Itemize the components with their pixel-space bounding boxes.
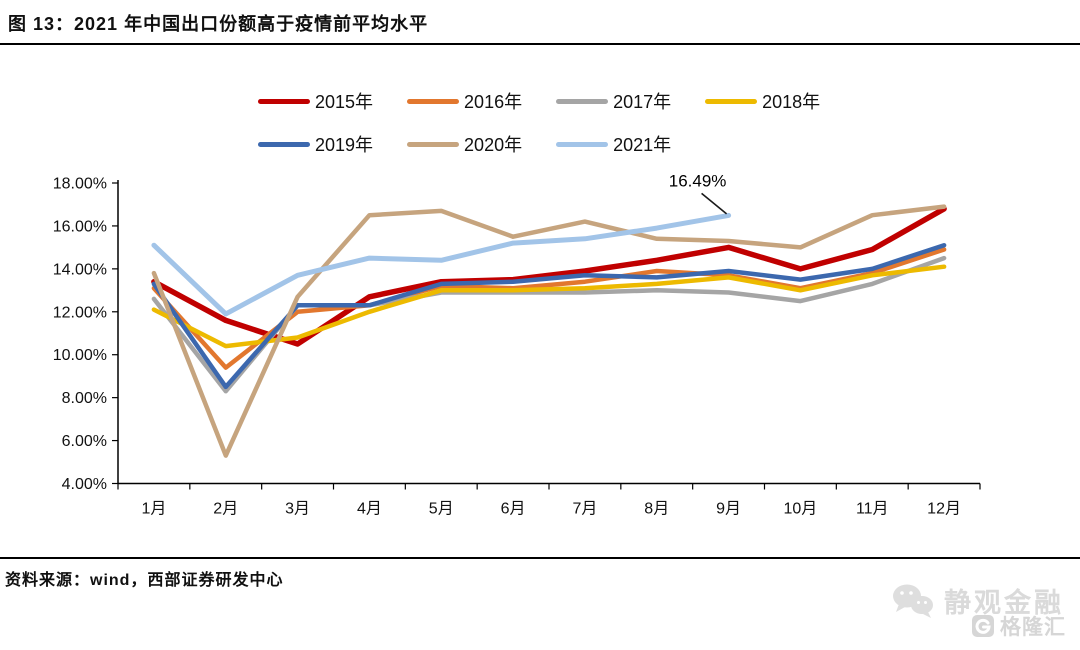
legend-label: 2017年: [613, 92, 672, 112]
watermark-wechat-text: 静观金融: [944, 588, 1064, 618]
figure-title: 图 13：2021 年中国出口份额高于疫情前平均水平: [8, 14, 429, 34]
x-tick-label: 6月: [501, 501, 526, 518]
x-tick-label: 3月: [285, 501, 310, 518]
legend-label: 2016年: [464, 92, 523, 112]
legend-item-2016年: 2016年: [407, 88, 522, 114]
legend-item-2015年: 2015年: [258, 88, 373, 114]
chart-legend: 2015年 2016年 2017年 2018年 2019年 2020年 2021年: [258, 88, 820, 174]
legend-row-1: 2015年 2016年 2017年 2018年: [258, 88, 820, 114]
legend-item-2019年: 2019年: [258, 131, 373, 157]
source-note: 资料来源：wind，西部证券研发中心: [5, 572, 284, 589]
series-line-2020年: [151, 204, 947, 458]
legend-item-2020年: 2020年: [407, 131, 522, 157]
title-divider: [0, 43, 1080, 45]
y-tick-label: 12.00%: [53, 304, 107, 321]
y-tick-label: 6.00%: [62, 433, 107, 450]
x-tick-label: 4月: [357, 501, 382, 518]
legend-item-2018年: 2018年: [705, 88, 820, 114]
legend-item-2021年: 2021年: [556, 131, 671, 157]
legend-swatch: [258, 98, 310, 104]
x-tick-label: 8月: [644, 501, 669, 518]
legend-swatch: [407, 141, 460, 147]
legend-label: 2018年: [762, 92, 821, 112]
legend-item-2017年: 2017年: [556, 88, 671, 114]
x-tick-label: 11月: [856, 501, 889, 518]
footer-divider: [0, 557, 1080, 559]
legend-swatch: [556, 98, 609, 104]
legend-label: 2020年: [464, 135, 523, 155]
watermark-wechat: 静观金融: [891, 581, 1064, 620]
wechat-icon: [891, 582, 935, 620]
gelonghui-icon: [971, 614, 995, 638]
y-tick-label: 18.00%: [53, 176, 107, 193]
x-tick-label: 1月: [141, 501, 166, 518]
legend-swatch: [258, 141, 310, 147]
legend-label: 2021年: [613, 135, 672, 155]
legend-row-2: 2019年 2020年 2021年: [258, 131, 820, 157]
legend-label: 2015年: [315, 92, 374, 112]
x-tick-label: 10月: [784, 501, 818, 518]
x-tick-label: 2月: [213, 501, 238, 518]
series-line-2018年: [151, 264, 947, 349]
legend-swatch: [407, 98, 460, 104]
x-tick-label: 9月: [716, 501, 741, 518]
annotation-leader-line: [701, 192, 728, 215]
y-tick-label: 10.00%: [53, 347, 107, 364]
y-tick-label: 16.00%: [53, 218, 107, 235]
y-tick-label: 14.00%: [53, 261, 107, 278]
x-tick-label: 7月: [572, 501, 597, 518]
y-tick-label: 8.00%: [62, 390, 107, 407]
x-tick-label: 5月: [429, 501, 454, 518]
watermark-platform: 格隆汇: [971, 611, 1066, 641]
annotation-label: 16.49%: [669, 171, 727, 190]
series-line-2021年: [151, 212, 732, 317]
watermark-platform-text: 格隆汇: [1000, 616, 1066, 639]
legend-swatch: [705, 98, 758, 104]
x-tick-label: 12月: [927, 501, 961, 518]
legend-label: 2019年: [315, 135, 374, 155]
series-line-2019年: [151, 242, 947, 390]
y-tick-label: 4.00%: [62, 476, 107, 493]
legend-swatch: [556, 141, 609, 147]
